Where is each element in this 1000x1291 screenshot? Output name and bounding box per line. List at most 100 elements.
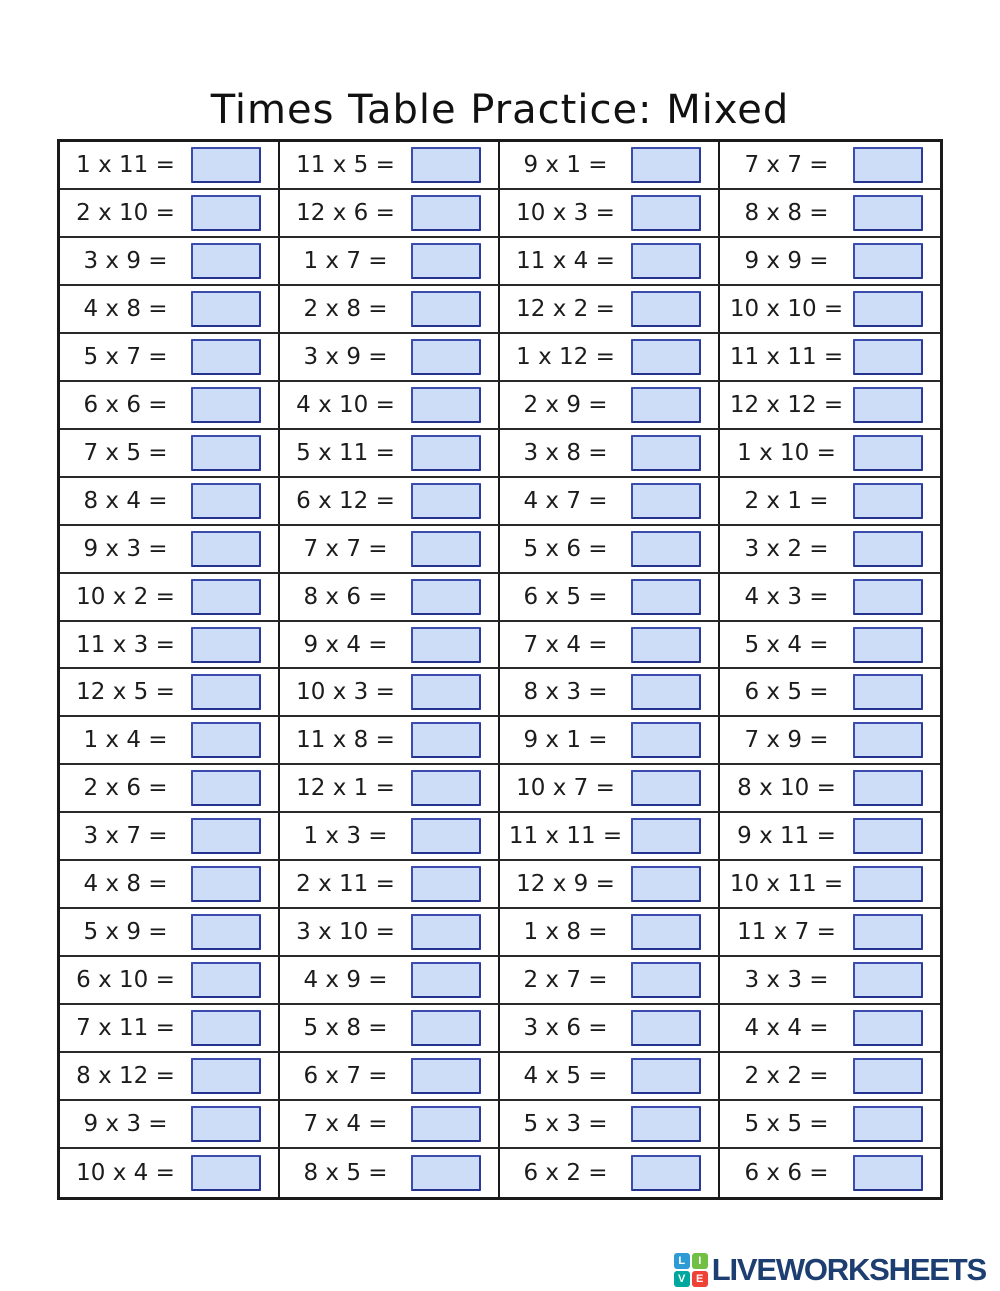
- answer-input[interactable]: [853, 962, 923, 999]
- answer-input[interactable]: [631, 674, 701, 711]
- answer-input[interactable]: [191, 674, 261, 711]
- answer-input[interactable]: [853, 1010, 923, 1047]
- answer-input[interactable]: [191, 242, 261, 279]
- answer-input[interactable]: [631, 1010, 701, 1047]
- answer-input[interactable]: [631, 914, 701, 951]
- answer-input[interactable]: [631, 818, 701, 855]
- answer-input[interactable]: [853, 338, 923, 375]
- answer-input[interactable]: [411, 434, 481, 471]
- answer-input[interactable]: [853, 1106, 923, 1143]
- answer-input[interactable]: [853, 674, 923, 711]
- answer-input[interactable]: [631, 1058, 701, 1095]
- answer-input[interactable]: [853, 722, 923, 759]
- problem-label: 3 x 6 =: [523, 1015, 608, 1042]
- problem-cell: 7 x 9 =: [720, 717, 940, 766]
- answer-input[interactable]: [191, 1106, 261, 1143]
- answer-input[interactable]: [411, 818, 481, 855]
- answer-input[interactable]: [191, 962, 261, 999]
- answer-input[interactable]: [411, 578, 481, 615]
- problem-label: 12 x 6 =: [296, 199, 395, 226]
- answer-input[interactable]: [631, 434, 701, 471]
- answer-input[interactable]: [853, 242, 923, 279]
- answer-input[interactable]: [191, 578, 261, 615]
- answer-input[interactable]: [853, 530, 923, 567]
- answer-input[interactable]: [631, 578, 701, 615]
- answer-input[interactable]: [631, 626, 701, 663]
- answer-input[interactable]: [191, 290, 261, 327]
- problem-label: 9 x 9 =: [744, 247, 829, 274]
- problem-cell: 2 x 7 =: [500, 957, 720, 1006]
- answer-input[interactable]: [853, 626, 923, 663]
- answer-input[interactable]: [191, 818, 261, 855]
- answer-input[interactable]: [631, 1155, 701, 1191]
- problem-label: 9 x 3 =: [83, 1111, 168, 1138]
- answer-input[interactable]: [631, 482, 701, 519]
- answer-input[interactable]: [631, 338, 701, 375]
- answer-input[interactable]: [191, 1155, 261, 1191]
- answer-input[interactable]: [631, 866, 701, 903]
- answer-input[interactable]: [853, 290, 923, 327]
- answer-input[interactable]: [853, 866, 923, 903]
- answer-input[interactable]: [631, 242, 701, 279]
- answer-input[interactable]: [853, 914, 923, 951]
- answer-input[interactable]: [411, 962, 481, 999]
- answer-input[interactable]: [411, 338, 481, 375]
- answer-input[interactable]: [411, 1010, 481, 1047]
- answer-input[interactable]: [411, 194, 481, 231]
- answer-input[interactable]: [191, 866, 261, 903]
- answer-input[interactable]: [853, 818, 923, 855]
- answer-input[interactable]: [191, 482, 261, 519]
- answer-input[interactable]: [853, 194, 923, 231]
- answer-input[interactable]: [631, 386, 701, 423]
- answer-input[interactable]: [411, 914, 481, 951]
- answer-input[interactable]: [853, 1155, 923, 1191]
- answer-input[interactable]: [631, 962, 701, 999]
- answer-input[interactable]: [191, 1010, 261, 1047]
- answer-input[interactable]: [191, 194, 261, 231]
- problem-cell: 6 x 7 =: [280, 1053, 500, 1102]
- problem-cell: 4 x 3 =: [720, 574, 940, 622]
- answer-input[interactable]: [411, 530, 481, 567]
- answer-input[interactable]: [191, 146, 261, 183]
- answer-input[interactable]: [411, 1058, 481, 1095]
- answer-input[interactable]: [191, 434, 261, 471]
- answer-input[interactable]: [411, 242, 481, 279]
- answer-input[interactable]: [411, 722, 481, 759]
- answer-input[interactable]: [853, 578, 923, 615]
- answer-input[interactable]: [411, 1155, 481, 1191]
- answer-input[interactable]: [631, 722, 701, 759]
- answer-input[interactable]: [853, 770, 923, 807]
- answer-input[interactable]: [411, 482, 481, 519]
- answer-input[interactable]: [631, 290, 701, 327]
- problem-cell: 12 x 9 =: [500, 861, 720, 910]
- answer-input[interactable]: [411, 1106, 481, 1143]
- answer-input[interactable]: [631, 194, 701, 231]
- answer-input[interactable]: [191, 1058, 261, 1095]
- answer-input[interactable]: [191, 386, 261, 423]
- answer-input[interactable]: [631, 146, 701, 183]
- answer-input[interactable]: [631, 530, 701, 567]
- answer-input[interactable]: [853, 482, 923, 519]
- answer-input[interactable]: [631, 1106, 701, 1143]
- answer-input[interactable]: [191, 914, 261, 951]
- answer-input[interactable]: [411, 290, 481, 327]
- answer-input[interactable]: [411, 386, 481, 423]
- answer-input[interactable]: [853, 146, 923, 183]
- answer-input[interactable]: [853, 386, 923, 423]
- answer-input[interactable]: [191, 626, 261, 663]
- answer-input[interactable]: [853, 1058, 923, 1095]
- answer-input[interactable]: [191, 530, 261, 567]
- problem-label: 9 x 11 =: [737, 823, 836, 850]
- problem-cell: 5 x 9 =: [60, 909, 280, 958]
- answer-input[interactable]: [411, 674, 481, 711]
- answer-input[interactable]: [191, 722, 261, 759]
- answer-input[interactable]: [411, 770, 481, 807]
- answer-input[interactable]: [631, 770, 701, 807]
- answer-input[interactable]: [191, 770, 261, 807]
- answer-input[interactable]: [853, 434, 923, 471]
- answer-input[interactable]: [191, 338, 261, 375]
- answer-input[interactable]: [411, 626, 481, 663]
- answer-input[interactable]: [411, 146, 481, 183]
- answer-input[interactable]: [411, 866, 481, 903]
